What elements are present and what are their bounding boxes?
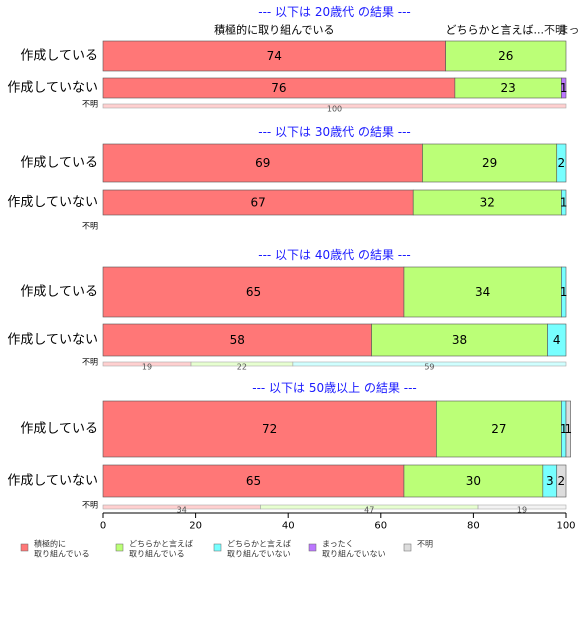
data-label: 69 [255, 156, 270, 170]
bar-segment [102, 464, 405, 498]
top-annotation: 積極的に取り組んでいる [214, 23, 334, 37]
bar-segment [561, 266, 567, 318]
bar-segment [477, 504, 567, 510]
data-label: 65 [246, 285, 261, 299]
legend-label: 取り組んでいる [34, 549, 90, 559]
data-label: 67 [250, 196, 265, 210]
legend-swatch [213, 543, 222, 552]
legend-label: 取り組んでいる [129, 549, 185, 559]
data-label: 19 [142, 363, 152, 372]
bar-segment [547, 323, 567, 357]
row-label: 作成していない [7, 474, 98, 489]
data-label: 100 [327, 105, 342, 114]
bar-segment [102, 266, 405, 318]
x-tick-label: 0 [100, 521, 106, 532]
legend-label: まったく [322, 540, 354, 549]
data-label: 65 [246, 474, 261, 488]
legend-swatch [115, 543, 124, 552]
data-label: 1 [564, 422, 572, 436]
panel-title: --- 以下は 20歳代 の結果 --- [258, 5, 411, 19]
bar-segment [561, 77, 567, 99]
data-label: 26 [498, 49, 513, 63]
data-label: 1 [560, 285, 568, 299]
data-label: 38 [452, 333, 467, 347]
data-label: 19 [517, 506, 527, 515]
legend-label: 不明 [417, 540, 433, 549]
row-label: 作成している [20, 422, 98, 437]
row-label: 不明 [82, 501, 98, 510]
bar-segment [436, 400, 562, 458]
bar-segment [422, 143, 558, 183]
data-label: 1 [560, 422, 568, 436]
row-label: 作成していない [7, 333, 98, 348]
top-annotation: どちらかと言えば... [446, 24, 545, 37]
row-label: 不明 [82, 358, 98, 367]
row-label: 作成している [20, 156, 98, 171]
data-label: 2 [558, 156, 566, 170]
data-label: 76 [271, 81, 286, 95]
bar-segment [102, 400, 437, 458]
data-label: 72 [262, 422, 277, 436]
panel-title: --- 以下は 40歳代 の結果 --- [258, 248, 411, 262]
data-label: 32 [480, 196, 495, 210]
data-label: 2 [558, 474, 566, 488]
legend-label: 取り組んでいない [322, 549, 386, 559]
top-annotation: 不明 [544, 24, 566, 37]
bar-segment [102, 323, 372, 357]
row-label: 作成している [20, 49, 98, 64]
x-tick-label: 20 [189, 521, 202, 532]
data-label: 3 [546, 474, 554, 488]
legend-swatch [403, 543, 412, 552]
legend-swatch [20, 543, 29, 552]
data-label: 1 [560, 196, 568, 210]
bar-segment [403, 266, 562, 318]
legend-label: 取り組んでいない [227, 549, 291, 559]
bar-segment [445, 40, 567, 72]
bar-segment [561, 189, 567, 216]
x-tick-label: 60 [374, 521, 387, 532]
bar-segment [556, 464, 567, 498]
data-label: 22 [237, 363, 247, 372]
bar-segment [371, 323, 548, 357]
bar-segment [565, 400, 571, 458]
x-tick-label: 100 [556, 521, 575, 532]
row-label: 不明 [82, 100, 98, 109]
legend-swatch [308, 543, 317, 552]
legend-label: 積極的に [34, 539, 66, 549]
data-label: 34 [475, 285, 490, 299]
panel-title: --- 以下は 30歳代 の結果 --- [258, 125, 411, 139]
row-label: 不明 [82, 222, 98, 231]
data-label: 23 [500, 81, 515, 95]
data-label: 4 [553, 333, 561, 347]
bar-segment [102, 143, 423, 183]
bar-segment [102, 103, 567, 109]
data-label: 34 [177, 506, 187, 515]
data-label: 58 [230, 333, 245, 347]
data-label: 47 [364, 506, 374, 515]
data-label: 30 [466, 474, 481, 488]
panel-title: --- 以下は 50歳以上 の結果 --- [252, 381, 417, 395]
legend-label: どちらかと言えば [227, 539, 291, 549]
data-label: 29 [482, 156, 497, 170]
top-annotation: まった [558, 24, 580, 37]
legend-label: どちらかと言えば [129, 539, 193, 549]
x-tick-label: 80 [467, 521, 480, 532]
data-label: 27 [491, 422, 506, 436]
row-label: 作成している [20, 285, 98, 300]
data-label: 59 [424, 363, 434, 372]
data-label: 1 [560, 81, 568, 95]
row-label: 作成していない [7, 81, 98, 96]
data-label: 74 [267, 49, 282, 63]
bar-segment [292, 361, 567, 367]
bar-segment [556, 143, 567, 183]
row-label: 作成していない [7, 195, 98, 210]
x-tick-label: 40 [282, 521, 295, 532]
